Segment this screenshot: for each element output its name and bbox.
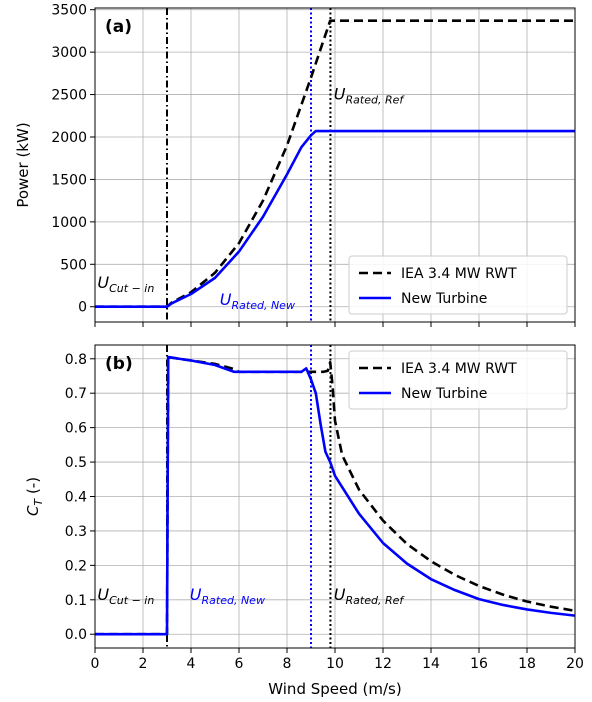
x-tick-label: 8 [283, 656, 292, 672]
y-axis-label: CT (-) [24, 477, 45, 516]
y-tick-label: 0.6 [65, 421, 87, 437]
plot-frame [94, 7, 576, 323]
annotation-label: UCut − in [97, 585, 154, 607]
y-axis-label-main: C [24, 505, 42, 516]
y-axis-label: Power (kW) [14, 122, 32, 207]
x-tick-label: 18 [518, 656, 536, 672]
y-tick-label: 0.1 [65, 593, 87, 609]
y-tick-label: 0 [78, 300, 87, 316]
annotation-main: U [334, 85, 346, 104]
annotation-subscript: Rated, Ref [346, 94, 406, 107]
annotation-subscript: Rated, New [232, 299, 295, 312]
y-tick-label: 500 [60, 257, 87, 273]
y-tick-label: 1000 [51, 215, 87, 231]
annotation-subscript: Cut − in [109, 282, 154, 295]
new-turbine-line [95, 355, 575, 636]
x-tick-label: 14 [422, 656, 440, 672]
x-tick-label: 6 [235, 656, 244, 672]
annotation-label: URated, New [220, 290, 295, 312]
annotation-subscript: Cut − in [109, 594, 154, 607]
annotation-main: U [334, 585, 346, 604]
panel-b: 0 2 4 6 8 10 12 14 16 18 20 0.0 0.1 0.2 0.3 0.4 0.5 0.6 0.… [24, 344, 584, 698]
legend: IEA 3.4 MW RWT New Turbine [348, 350, 568, 410]
annotation-main: U [220, 290, 232, 309]
legend-entry: New Turbine [401, 386, 487, 402]
y-axis-label-suffix: (-) [24, 477, 42, 499]
y-tick-label: 0.5 [65, 455, 87, 471]
y-tick-label: 2500 [51, 88, 87, 104]
legend-box [348, 350, 568, 410]
annotation-main: U [97, 273, 109, 292]
x-tick-label: 16 [470, 656, 488, 672]
x-tick-label: 20 [566, 656, 584, 672]
y-tick-label: 0.8 [65, 352, 87, 368]
legend: IEA 3.4 MW RWT New Turbine [348, 255, 568, 315]
y-tick-label: 0.0 [65, 627, 87, 643]
plot-frame [94, 344, 576, 649]
annotation-label: URated, Ref [334, 585, 406, 607]
annotation-label: UCut − in [97, 273, 154, 295]
new-turbine-line [95, 129, 575, 309]
annotation-label: URated, Ref [334, 85, 406, 107]
x-tick-label: 12 [374, 656, 392, 672]
annotation-subscript: Rated, Ref [346, 594, 406, 607]
legend-box [348, 255, 568, 315]
panel-label: (b) [105, 354, 133, 374]
y-tick-label: 0.4 [65, 490, 87, 506]
x-tick-label: 4 [187, 656, 196, 672]
annotation-main: U [97, 585, 109, 604]
y-tick-label: 3500 [51, 3, 87, 19]
y-tick-label: 1500 [51, 172, 87, 188]
legend-entry: IEA 3.4 MW RWT [401, 266, 517, 282]
x-axis-label: Wind Speed (m/s) [268, 680, 401, 698]
y-tick-label: 3000 [51, 45, 87, 61]
y-axis-label-sub: T [32, 498, 45, 506]
legend-entry: New Turbine [401, 291, 487, 307]
legend-entry: IEA 3.4 MW RWT [401, 361, 517, 377]
y-tick-label: 0.3 [65, 524, 87, 540]
panel-label: (a) [105, 17, 132, 37]
annotation-main: U [190, 585, 202, 604]
y-tick-label: 0.2 [65, 558, 87, 574]
annotation-label: URated, New [190, 585, 265, 607]
x-tick-label: 0 [91, 656, 100, 672]
x-tick-label: 10 [326, 656, 344, 672]
y-tick-label: 2000 [51, 130, 87, 146]
x-tick-label: 2 [139, 656, 148, 672]
y-tick-label: 0.7 [65, 386, 87, 402]
annotation-subscript: Rated, New [202, 594, 265, 607]
